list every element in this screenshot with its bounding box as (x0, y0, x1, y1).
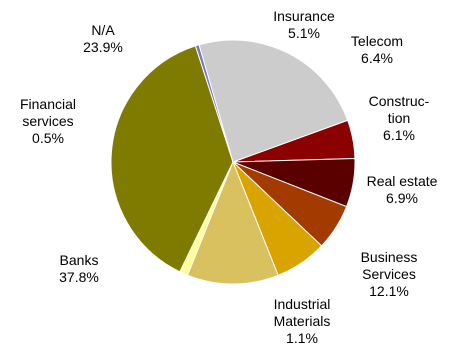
slice-label-text: Services (362, 266, 416, 282)
pie-slice-n-a (198, 39, 349, 163)
slice-percent: 37.8% (59, 269, 99, 285)
slice-label-text: services (22, 113, 74, 129)
slice-label-text: Business (360, 249, 418, 265)
slice-label-real-estate: Real estate 6.9% (367, 173, 438, 207)
slice-label-text: tion (387, 110, 411, 126)
slice-label-text: Insurance (273, 8, 335, 24)
slice-label-insurance: Insurance 5.1% (273, 8, 334, 42)
slice-label-industrial-materials: Industrial Materials 1.1% (274, 296, 331, 347)
slice-percent: 23.9% (83, 39, 123, 55)
slice-percent: 6.9% (386, 190, 418, 206)
slice-percent: 6.1% (383, 127, 415, 143)
slice-label-text: Industrial (273, 296, 331, 312)
slice-label-text: Construc- (368, 93, 430, 109)
slice-label-telecom: Telecom 6.4% (351, 33, 403, 67)
slice-label-text: Materials (273, 313, 331, 329)
slice-percent: 0.5% (32, 130, 64, 146)
pie-slice-business-services (186, 160, 279, 285)
slice-label-text: Financial (19, 96, 77, 112)
slice-label-text: Telecom (350, 33, 404, 49)
slice-percent: 1.1% (286, 330, 318, 346)
slice-label-financial-services: Financial services 0.5% (20, 96, 76, 147)
slice-label-text: Real estate (366, 173, 438, 189)
slice-label-n-a: N/A 23.9% (83, 22, 123, 56)
slice-label-text: N/A (91, 22, 115, 38)
pie-slice-banks (110, 45, 234, 273)
slice-label-business-services: Business Services 12.1% (361, 249, 418, 300)
slice-percent: 6.4% (361, 50, 393, 66)
slice-label-banks: Banks 37.8% (59, 252, 99, 286)
slice-percent: 12.1% (369, 283, 409, 299)
slice-label-text: Banks (59, 252, 99, 268)
slice-percent: 5.1% (288, 25, 320, 41)
slice-label-construction: Construc-tion 6.1% (369, 93, 430, 144)
